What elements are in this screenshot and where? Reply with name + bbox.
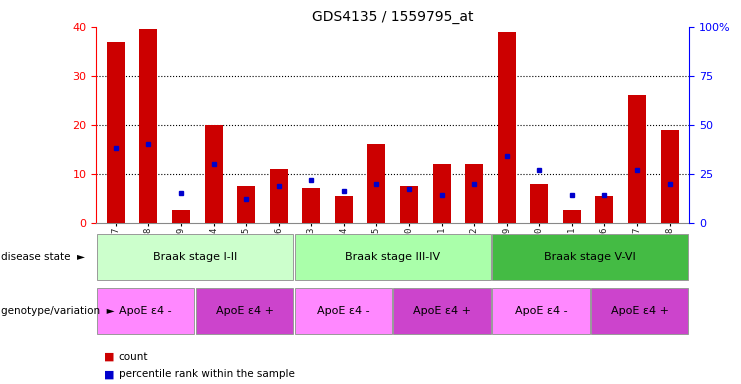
- Bar: [335, 196, 353, 223]
- Bar: [237, 186, 255, 223]
- Text: percentile rank within the sample: percentile rank within the sample: [119, 369, 294, 379]
- Bar: [295, 288, 392, 334]
- Bar: [196, 288, 293, 334]
- Text: Braak stage I-II: Braak stage I-II: [153, 252, 237, 262]
- Bar: [270, 169, 288, 223]
- Text: disease state  ►: disease state ►: [1, 252, 84, 262]
- Bar: [492, 288, 590, 334]
- Text: Braak stage III-IV: Braak stage III-IV: [345, 252, 440, 262]
- Bar: [661, 130, 679, 223]
- Bar: [596, 196, 614, 223]
- Text: ■: ■: [104, 369, 114, 379]
- Bar: [628, 95, 646, 223]
- Bar: [563, 210, 581, 223]
- Bar: [368, 144, 385, 223]
- Bar: [498, 32, 516, 223]
- Bar: [465, 164, 483, 223]
- Bar: [302, 189, 320, 223]
- Bar: [433, 164, 451, 223]
- Title: GDS4135 / 1559795_at: GDS4135 / 1559795_at: [312, 10, 473, 25]
- Text: genotype/variation  ►: genotype/variation ►: [1, 306, 114, 316]
- Bar: [295, 234, 491, 280]
- Bar: [97, 288, 194, 334]
- Text: ApoE ε4 +: ApoE ε4 +: [216, 306, 273, 316]
- Bar: [172, 210, 190, 223]
- Bar: [591, 288, 688, 334]
- Bar: [97, 234, 293, 280]
- Text: ApoE ε4 -: ApoE ε4 -: [119, 306, 172, 316]
- Text: ApoE ε4 -: ApoE ε4 -: [317, 306, 370, 316]
- Text: ApoE ε4 +: ApoE ε4 +: [413, 306, 471, 316]
- Text: ApoE ε4 -: ApoE ε4 -: [514, 306, 568, 316]
- Text: ApoE ε4 +: ApoE ε4 +: [611, 306, 668, 316]
- Bar: [393, 288, 491, 334]
- Bar: [531, 184, 548, 223]
- Bar: [107, 41, 124, 223]
- Text: ■: ■: [104, 352, 114, 362]
- Bar: [205, 125, 222, 223]
- Bar: [139, 29, 157, 223]
- Text: Braak stage V-VI: Braak stage V-VI: [545, 252, 637, 262]
- Bar: [400, 186, 418, 223]
- Text: count: count: [119, 352, 148, 362]
- Bar: [492, 234, 688, 280]
